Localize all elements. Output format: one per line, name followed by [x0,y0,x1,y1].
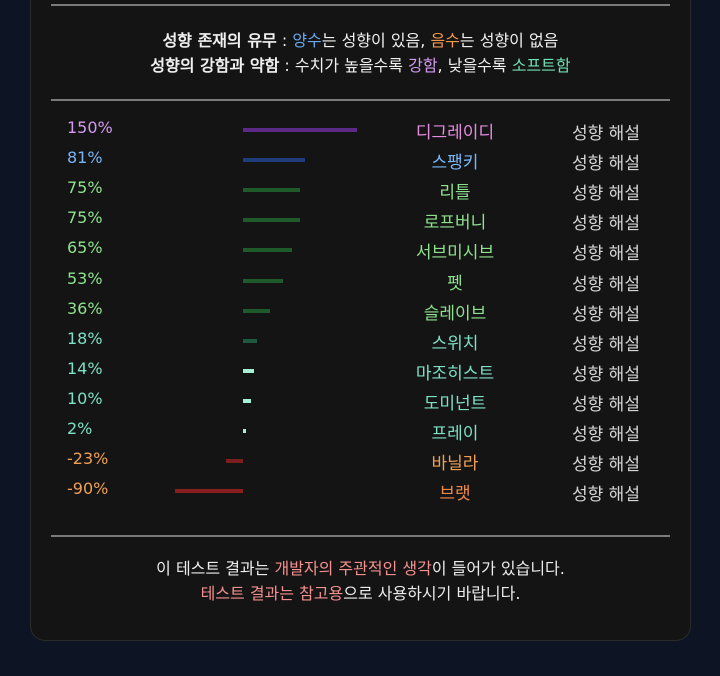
result-bar [243,429,246,433]
result-percent: 75% [67,208,103,228]
result-description-link[interactable]: 성향 해설 [572,455,640,476]
result-percent: 2% [67,419,93,438]
result-row: -90% 브랫 성향 해설 [31,477,690,507]
result-name: 슬레이브 [423,303,487,324]
result-description-link[interactable]: 성향 해설 [572,124,640,144]
result-row: 18% 스위치 성향 해설 [31,327,690,357]
result-bar [243,308,271,313]
result-bar [243,338,257,343]
result-card: 성향 존재의 유무 : 양수는 성향이 있음, 음수는 성향이 없음 성향의 강… [31,0,690,640]
result-bar [243,368,254,373]
legend-line-strength: 성향의 강함과 약함 : 수치가 높을수록 강함, 낮을수록 소프트함 [31,53,690,78]
legend-strength-title: 성향의 강함과 약함 [150,56,280,75]
disclaimer: 이 테스트 결과는 개발자의 주관적인 생각이 들어가 있습니다. 테스트 결과… [31,556,690,606]
result-description-link[interactable]: 성향 해설 [572,334,640,355]
legend: 성향 존재의 유무 : 양수는 성향이 있음, 음수는 성향이 없음 성향의 강… [31,28,690,78]
result-name: 리틀 [439,183,471,204]
result-name: 마조히스트 [415,363,495,384]
result-percent: 65% [67,238,103,258]
top-divider [51,4,670,6]
legend-positive-text: 는 성향이 있음, [321,31,431,50]
result-description-link[interactable]: 성향 해설 [572,214,640,235]
legend-existence-sep: : [276,31,293,50]
legend-positive: 양수 [292,31,322,50]
result-percent: 150% [67,118,113,137]
result-bar [243,158,305,163]
result-name: 브랫 [439,484,471,505]
result-row: 2% 프레이 성향 해설 [31,417,690,447]
disclaimer-highlight-2: 테스트 결과는 참고용 [200,584,344,603]
result-bar [243,278,284,283]
result-percent: 14% [67,358,103,378]
result-description-link[interactable]: 성향 해설 [572,244,640,265]
result-percent: 18% [67,328,103,348]
result-description-link[interactable]: 성향 해설 [572,304,640,325]
result-bar [243,398,251,403]
result-percent: 53% [67,268,103,288]
result-row: 150% 디그레이디 성향 해설 [31,116,690,146]
result-percent: 10% [67,388,103,408]
legend-soft: 소프트함 [511,56,571,75]
result-name: 바닐라 [431,454,479,475]
result-description-link[interactable]: 성향 해설 [572,394,640,415]
disclaimer-text-c: 으로 사용하시기 바랍니다. [343,584,521,603]
legend-line-existence: 성향 존재의 유무 : 양수는 성향이 있음, 음수는 성향이 없음 [31,28,690,53]
legend-strong: 강함 [408,56,438,75]
disclaimer-text-b: 이 들어가 있습니다. [431,559,565,578]
disclaimer-line-1: 이 테스트 결과는 개발자의 주관적인 생각이 들어가 있습니다. [31,556,690,581]
result-row: 81% 스팽키 성향 해설 [31,146,690,176]
result-name: 펫 [447,273,463,294]
result-row: 36% 슬레이브 성향 해설 [31,297,690,327]
middle-divider [51,99,670,101]
result-description-link[interactable]: 성향 해설 [572,485,640,506]
disclaimer-text-a: 이 테스트 결과는 [156,559,275,578]
legend-negative: 음수 [430,31,460,50]
result-row: 75% 리틀 성향 해설 [31,176,690,206]
legend-existence-title: 성향 존재의 유무 [162,31,277,50]
result-bar [243,128,357,132]
result-percent: 75% [67,178,103,198]
legend-strength-sep: : 수치가 높을수록 [279,56,409,75]
legend-strength-mid: , 낮을수록 [437,56,512,75]
legend-negative-text: 는 성향이 없음 [459,31,559,50]
result-description-link[interactable]: 성향 해설 [572,274,640,295]
disclaimer-line-2: 테스트 결과는 참고용으로 사용하시기 바랍니다. [31,581,690,606]
result-name: 서브미시브 [415,243,495,264]
result-name: 디그레이디 [415,123,495,143]
result-name: 프레이 [431,424,479,444]
result-bar [243,248,293,253]
result-name: 스위치 [431,333,479,354]
result-description-link[interactable]: 성향 해설 [572,184,640,205]
result-row: 75% 로프버니 성향 해설 [31,206,690,236]
result-description-link[interactable]: 성향 해설 [572,364,640,385]
result-percent: -90% [67,479,109,499]
result-row: 53% 펫 성향 해설 [31,267,690,297]
result-row: 65% 서브미시브 성향 해설 [31,236,690,266]
result-row: 10% 도미넌트 성향 해설 [31,387,690,417]
bottom-divider [51,535,670,537]
result-bar [225,459,243,464]
result-bar [243,218,300,223]
result-description-link[interactable]: 성향 해설 [572,425,640,445]
result-bar [174,489,243,494]
result-description-link[interactable]: 성향 해설 [572,154,640,175]
result-name: 도미넌트 [423,393,487,414]
result-name: 스팽키 [431,153,479,174]
disclaimer-highlight-1: 개발자의 주관적인 생각 [274,559,432,578]
result-row: -23% 바닐라 성향 해설 [31,447,690,477]
result-percent: 36% [67,298,103,318]
result-name: 로프버니 [423,213,487,234]
result-percent: -23% [67,449,109,469]
result-bar [243,188,300,193]
result-percent: 81% [67,148,103,168]
result-row: 14% 마조히스트 성향 해설 [31,357,690,387]
